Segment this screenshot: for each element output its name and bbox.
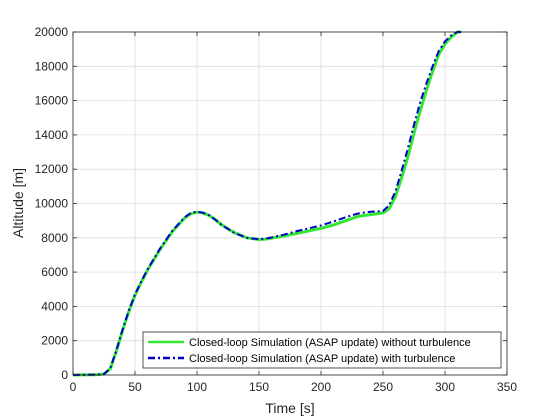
x-tick-label: 350	[497, 380, 517, 394]
y-tick-label: 18000	[35, 59, 69, 73]
legend-box	[142, 331, 502, 369]
series-layer	[72, 30, 462, 377]
x-tick-label: 100	[187, 380, 207, 394]
y-tick-label: 6000	[41, 265, 68, 279]
x-tick-label: 150	[249, 380, 269, 394]
series-line-with-turbulence	[72, 31, 462, 376]
y-tick-label: 0	[61, 368, 68, 382]
x-tick-label: 200	[311, 380, 331, 394]
y-tick-label: 8000	[41, 231, 68, 245]
y-tick-label: 14000	[35, 128, 69, 142]
legend-label-without-turbulence: Closed-loop Simulation (ASAP update) wit…	[189, 337, 471, 349]
x-tick-label: 50	[128, 380, 142, 394]
y-tick-label: 2000	[41, 334, 68, 348]
x-tick-label: 0	[70, 380, 77, 394]
y-tick-label: 12000	[35, 162, 69, 176]
x-axis-label: Time [s]	[265, 400, 314, 416]
x-tick-label: 250	[373, 380, 393, 394]
legend: Closed-loop Simulation (ASAP update) wit…	[142, 331, 502, 369]
y-tick-label: 4000	[41, 299, 68, 313]
legend-label-with-turbulence: Closed-loop Simulation (ASAP update) wit…	[189, 353, 455, 365]
y-tick-label: 16000	[35, 94, 69, 108]
y-axis-label: Altitude [m]	[10, 168, 26, 238]
x-tick-label: 300	[435, 380, 455, 394]
axis-ticks: 0 50 100 150 200 250 300 350 0 2000 4000 6000 8000 10…	[35, 25, 518, 394]
y-tick-label: 20000	[35, 25, 69, 39]
y-tick-label: 10000	[35, 197, 69, 211]
